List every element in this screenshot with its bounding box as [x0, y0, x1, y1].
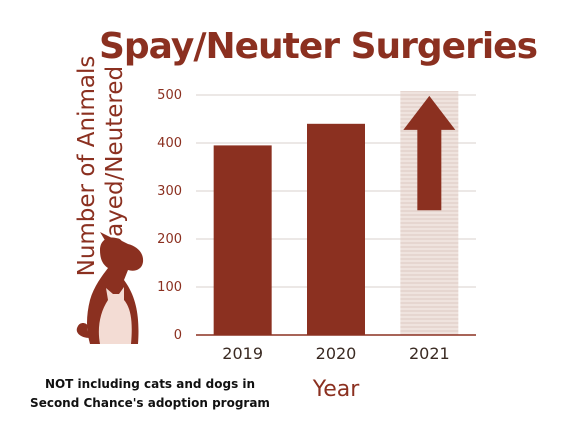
y-tick-label: 500 [157, 88, 182, 103]
up-arrow-icon [403, 95, 456, 211]
footnote: NOT including cats and dogs in Second Ch… [30, 377, 270, 410]
y-axis-label-line-2: Spayed/Neutered [102, 66, 128, 266]
y-tick-label: 400 [157, 136, 182, 151]
y-axis-label-line-1: Number of Animals [74, 56, 100, 277]
y-tick-label: 100 [157, 280, 182, 295]
y-tick-label: 300 [157, 184, 182, 199]
bar-2020 [307, 123, 365, 335]
x-axis-label: Year [312, 377, 361, 402]
x-tick-labels: 2019 2020 2021 [222, 344, 449, 363]
y-tick-label: 200 [157, 232, 182, 247]
bars [213, 91, 459, 335]
x-tick-label-2020: 2020 [316, 344, 357, 363]
y-tick-label: 0 [174, 328, 182, 343]
dog-cat-silhouette-icon [76, 232, 144, 344]
chart-title: Spay/Neuter Surgeries [99, 26, 537, 67]
y-tick-labels: 0 100 200 300 400 500 [157, 88, 182, 343]
footnote-line-2: Second Chance's adoption program [30, 396, 270, 410]
bar-2019 [213, 145, 272, 335]
y-axis-label: Number of Animals Spayed/Neutered [74, 56, 128, 277]
x-tick-label-2021: 2021 [409, 344, 450, 363]
x-tick-label-2019: 2019 [222, 344, 263, 363]
footnote-line-1: NOT including cats and dogs in [45, 377, 255, 391]
